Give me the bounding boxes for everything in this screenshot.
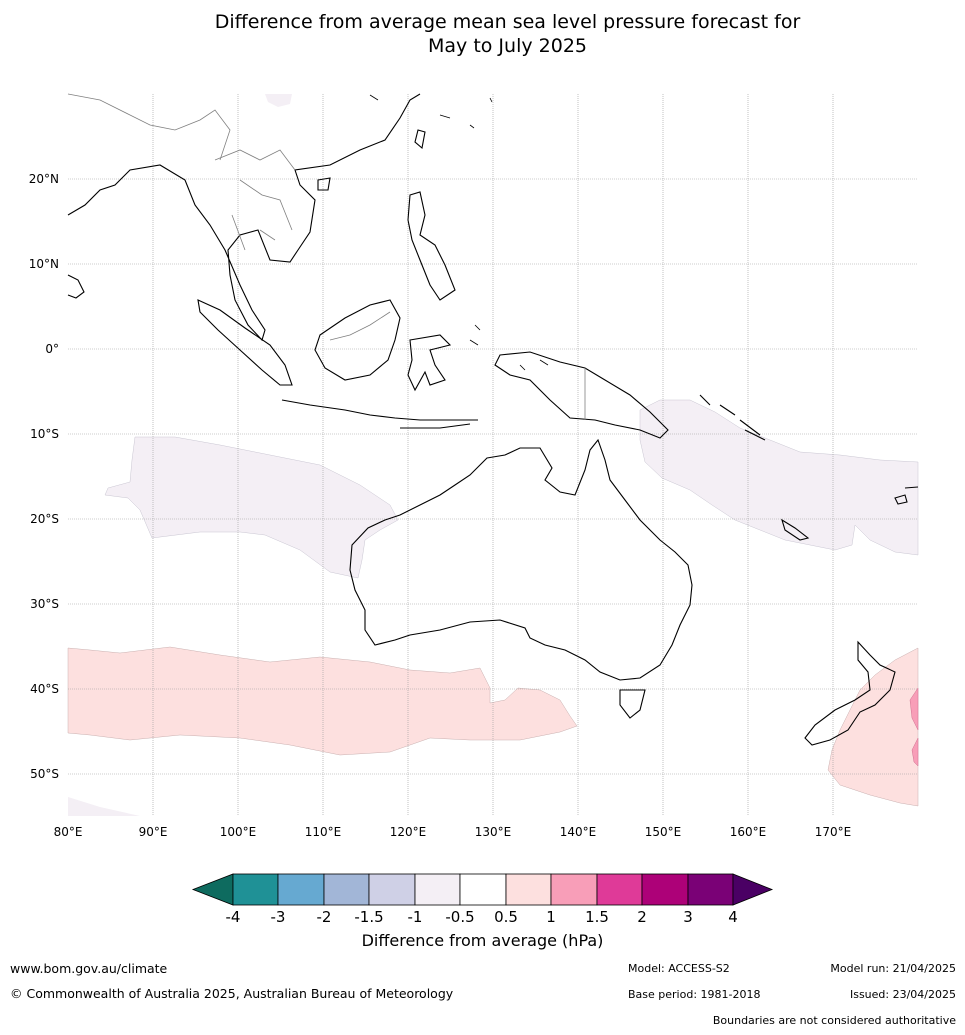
model-run-date: Model run: 21/04/2025 [830,962,956,975]
shade-tasman-high [827,647,919,807]
coast-fiji [894,486,919,505]
colorbar-tick-label: -2 [317,908,332,926]
colorbar-tick-label: 2 [637,908,647,926]
website-link[interactable]: www.bom.gov.au/climate [10,961,168,976]
latitude-label: 20°N [29,172,59,186]
longitude-label: 130°E [475,825,512,839]
colorbar: -4 -3 -2 -1.5 -1 -0.5 0.5 1 1.5 2 3 4 [191,873,774,926]
colorbar-segment [459,873,507,906]
longitude-label: 90°E [139,825,168,839]
border-indochina [214,149,296,251]
model-name: Model: ACCESS-S2 [628,962,730,975]
colorbar-tick-label: -1 [408,908,423,926]
shade-far-south-low [68,797,140,816]
colorbar-segment [368,873,416,906]
shade-nz-stronger-high [909,687,919,767]
coast-philippines [407,191,456,301]
anomaly-shading [67,94,919,816]
colorbar-tick-label: 3 [683,908,693,926]
colorbar-arrow-right [732,873,774,906]
colorbar-segment [596,873,643,906]
latitude-label: 0° [45,342,59,356]
title-line-2: May to July 2025 [428,35,587,57]
coast-small-islands [369,94,549,371]
colorbar-segment [232,873,279,906]
latitude-label: 20°S [30,512,59,526]
colorbar-tick-label: 1 [546,908,556,926]
colorbar-title: Difference from average (hPa) [361,931,604,950]
shade-indian-ocean-low [104,436,399,579]
latitude-label: 10°N [29,257,59,271]
shade-south-china-low [265,94,292,107]
coast-hainan [317,177,331,191]
coast-sulawesi [407,334,452,392]
coast-new-guinea [494,351,669,439]
colorbar-tick-label: -3 [271,908,286,926]
longitude-label: 80°E [54,825,83,839]
colorbar-segment [687,873,734,906]
longitude-label: 140°E [560,825,597,839]
longitude-labels: 80°E 90°E 100°E 110°E 120°E 130°E 140°E 150°E 16… [54,825,852,839]
copyright-text: © Commonwealth of Australia 2025, Austra… [10,986,454,1001]
latitude-label: 50°S [30,767,59,781]
longitude-label: 160°E [730,825,767,839]
coast-new-zealand [804,640,896,746]
base-period: Base period: 1981-2018 [628,988,761,1001]
colorbar-tick-label: -1.5 [354,908,383,926]
country-borders [67,93,586,420]
colorbar-segment [641,873,689,906]
colorbar-segment [277,873,325,906]
coast-solomons [699,394,766,441]
boundaries-disclaimer: Boundaries are not considered authoritat… [712,1014,956,1027]
coast-mainland-asia [67,93,421,342]
coast-borneo [314,299,401,381]
colorbar-arrow-left [191,873,234,906]
longitude-label: 170°E [815,825,852,839]
colorbar-tick-label: 1.5 [585,908,609,926]
colorbar-segment [550,873,598,906]
chart-title: Difference from average mean sea level p… [0,10,965,58]
coast-australia [349,438,693,681]
coast-tasmania [619,689,646,719]
colorbar-tick-label: -4 [226,908,241,926]
longitude-label: 100°E [220,825,257,839]
latitude-label: 10°S [30,427,59,441]
coast-sumatra [197,299,293,386]
longitude-label: 150°E [645,825,682,839]
colorbar-segment [323,873,370,906]
colorbar-tick-label: 4 [728,908,738,926]
latitude-label: 30°S [30,597,59,611]
latitude-label: 40°S [30,682,59,696]
coast-java [281,399,478,429]
coast-taiwan [414,129,426,150]
longitude-label: 120°E [390,825,427,839]
latitude-labels: 20°N 10°N 0° 10°S 20°S 30°S 40°S 50°S [29,172,59,781]
title-line-1: Difference from average mean sea level p… [214,11,801,33]
border-borneo [329,311,391,341]
colorbar-segment [414,873,461,906]
issued-date: Issued: 23/04/2025 [849,988,956,1001]
coast-sri-lanka [67,274,85,299]
border-india-china [67,93,231,161]
coastlines [67,93,919,746]
coast-new-caledonia [781,518,810,541]
colorbar-segment [505,873,552,906]
colorbar-tick-label: 0.5 [494,908,518,926]
longitude-label: 110°E [305,825,342,839]
shade-southern-ocean-high [67,646,578,756]
colorbar-tick-label: -0.5 [445,908,474,926]
